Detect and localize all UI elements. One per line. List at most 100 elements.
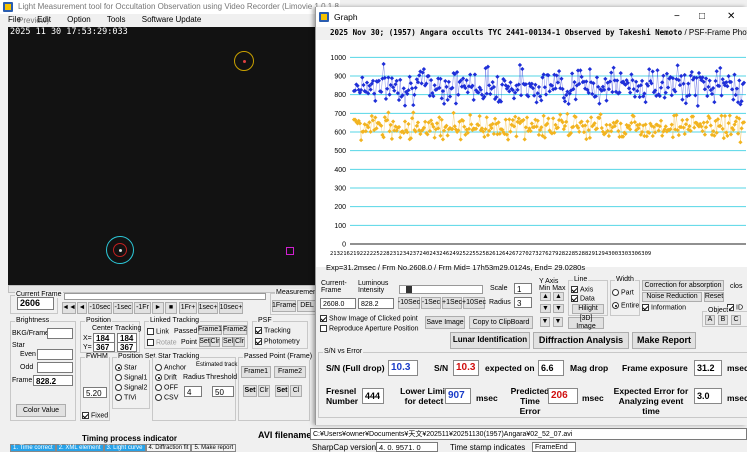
- data-point[interactable]: [719, 93, 724, 98]
- ymax-up-button[interactable]: ▲: [553, 292, 564, 301]
- linked-sel-button[interactable]: Sel: [222, 337, 234, 347]
- data-point[interactable]: [400, 93, 405, 98]
- data-point[interactable]: [616, 128, 621, 134]
- data-point[interactable]: [632, 120, 638, 125]
- data-point[interactable]: [389, 136, 395, 141]
- show-image-checkbox[interactable]: Show Image of Clicked point: [320, 315, 418, 322]
- pp-frame2-button[interactable]: Frame2: [274, 366, 306, 378]
- data-point[interactable]: [479, 126, 485, 131]
- menu-tools[interactable]: Tools: [106, 15, 126, 24]
- ymin-down-button[interactable]: ▼: [540, 304, 551, 313]
- data-point[interactable]: [562, 99, 568, 104]
- data-point[interactable]: [733, 119, 738, 124]
- data-point[interactable]: [546, 116, 551, 121]
- data-point[interactable]: [446, 79, 451, 84]
- data-point[interactable]: [543, 92, 549, 97]
- data-point[interactable]: [428, 118, 434, 123]
- data-point[interactable]: [505, 137, 511, 142]
- data-point[interactable]: [396, 97, 402, 103]
- graph-frame-slider[interactable]: [399, 285, 483, 294]
- data-point[interactable]: [456, 128, 461, 133]
- data-point[interactable]: [692, 125, 697, 130]
- data-point[interactable]: [660, 80, 665, 85]
- data-point[interactable]: [639, 78, 645, 83]
- data-point[interactable]: [357, 121, 363, 126]
- pp-clr2-button[interactable]: Cl: [290, 385, 302, 397]
- diffraction-analysis-button[interactable]: Diffraction Analysis: [533, 332, 629, 349]
- data-point[interactable]: [498, 99, 504, 104]
- fixed-checkbox[interactable]: Fixed: [82, 412, 108, 419]
- frame-slider[interactable]: [64, 293, 266, 300]
- data-point[interactable]: [542, 135, 548, 140]
- data-point[interactable]: [427, 128, 433, 134]
- del-button[interactable]: DEL: [297, 300, 317, 312]
- radius-field-graph[interactable]: 3: [514, 297, 532, 308]
- data-point[interactable]: [639, 129, 645, 135]
- data-point[interactable]: [500, 82, 505, 87]
- data-point[interactable]: [600, 84, 606, 89]
- timing-step-5[interactable]: 5. Make report: [191, 444, 237, 452]
- data-point[interactable]: [454, 70, 460, 75]
- data-point[interactable]: [536, 84, 542, 90]
- minus1sec-button[interactable]: -1Sec: [421, 297, 441, 309]
- data-point[interactable]: [618, 121, 623, 126]
- reproduce-aperture-checkbox[interactable]: Reproduce Aperture Position: [320, 325, 419, 332]
- pp-set2-button[interactable]: Set: [275, 385, 289, 397]
- data-point[interactable]: [599, 125, 604, 131]
- data-point[interactable]: [653, 130, 658, 135]
- data-point[interactable]: [402, 103, 408, 108]
- information-checkbox[interactable]: Information: [642, 304, 686, 311]
- data-point[interactable]: [707, 78, 712, 83]
- psf-photometry-checkbox[interactable]: Photometry: [255, 338, 300, 345]
- data-point[interactable]: [727, 113, 732, 118]
- data-point[interactable]: [637, 122, 642, 127]
- data-point[interactable]: [393, 82, 398, 87]
- data-point[interactable]: [587, 135, 593, 140]
- data-point[interactable]: [660, 133, 665, 138]
- data-point[interactable]: [445, 133, 450, 138]
- data-point[interactable]: [623, 82, 628, 87]
- y2-field[interactable]: 367: [117, 342, 137, 352]
- data-point[interactable]: [460, 118, 466, 123]
- data-point[interactable]: [739, 126, 744, 131]
- odd-field[interactable]: [37, 362, 73, 373]
- data-point[interactable]: [726, 74, 731, 79]
- data-point[interactable]: [670, 135, 675, 140]
- data-point[interactable]: [738, 140, 743, 145]
- pos-signal2-radio[interactable]: Signal2: [115, 384, 147, 391]
- data-point[interactable]: [465, 90, 470, 95]
- data-point[interactable]: [703, 125, 709, 130]
- data-point[interactable]: [511, 124, 517, 129]
- data-point[interactable]: [686, 81, 691, 86]
- data-point[interactable]: [661, 73, 666, 78]
- scroll-down-button[interactable]: ▼: [540, 317, 550, 327]
- data-point[interactable]: [631, 86, 636, 92]
- data-point[interactable]: [495, 74, 500, 79]
- data-point[interactable]: [679, 73, 684, 79]
- data-point[interactable]: [361, 82, 366, 88]
- data-point[interactable]: [541, 113, 546, 119]
- data-point[interactable]: [409, 86, 415, 91]
- data-point[interactable]: [447, 94, 453, 99]
- data-point[interactable]: [536, 132, 542, 138]
- plot-panel[interactable]: 1000 900 800 700 600 500 400 300 200 100 0: [316, 40, 747, 267]
- data-point[interactable]: [406, 121, 411, 127]
- data-point[interactable]: [460, 76, 466, 81]
- data-point[interactable]: [647, 67, 652, 72]
- data-point[interactable]: [658, 118, 664, 123]
- data-point[interactable]: [662, 95, 667, 100]
- data-point[interactable]: [699, 124, 704, 129]
- data-point[interactable]: [484, 115, 489, 120]
- data-point[interactable]: [513, 114, 518, 119]
- data-point[interactable]: [369, 113, 374, 119]
- data-point[interactable]: [664, 71, 670, 76]
- data-point[interactable]: [534, 124, 539, 129]
- data-point[interactable]: [421, 67, 427, 72]
- psf-tracking-checkbox[interactable]: Tracking: [255, 327, 291, 334]
- data-point[interactable]: [477, 113, 482, 119]
- menu-option[interactable]: Option: [67, 15, 91, 24]
- data-point[interactable]: [632, 94, 638, 99]
- data-point[interactable]: [682, 131, 687, 137]
- data-point[interactable]: [684, 117, 690, 122]
- data-point[interactable]: [588, 115, 594, 120]
